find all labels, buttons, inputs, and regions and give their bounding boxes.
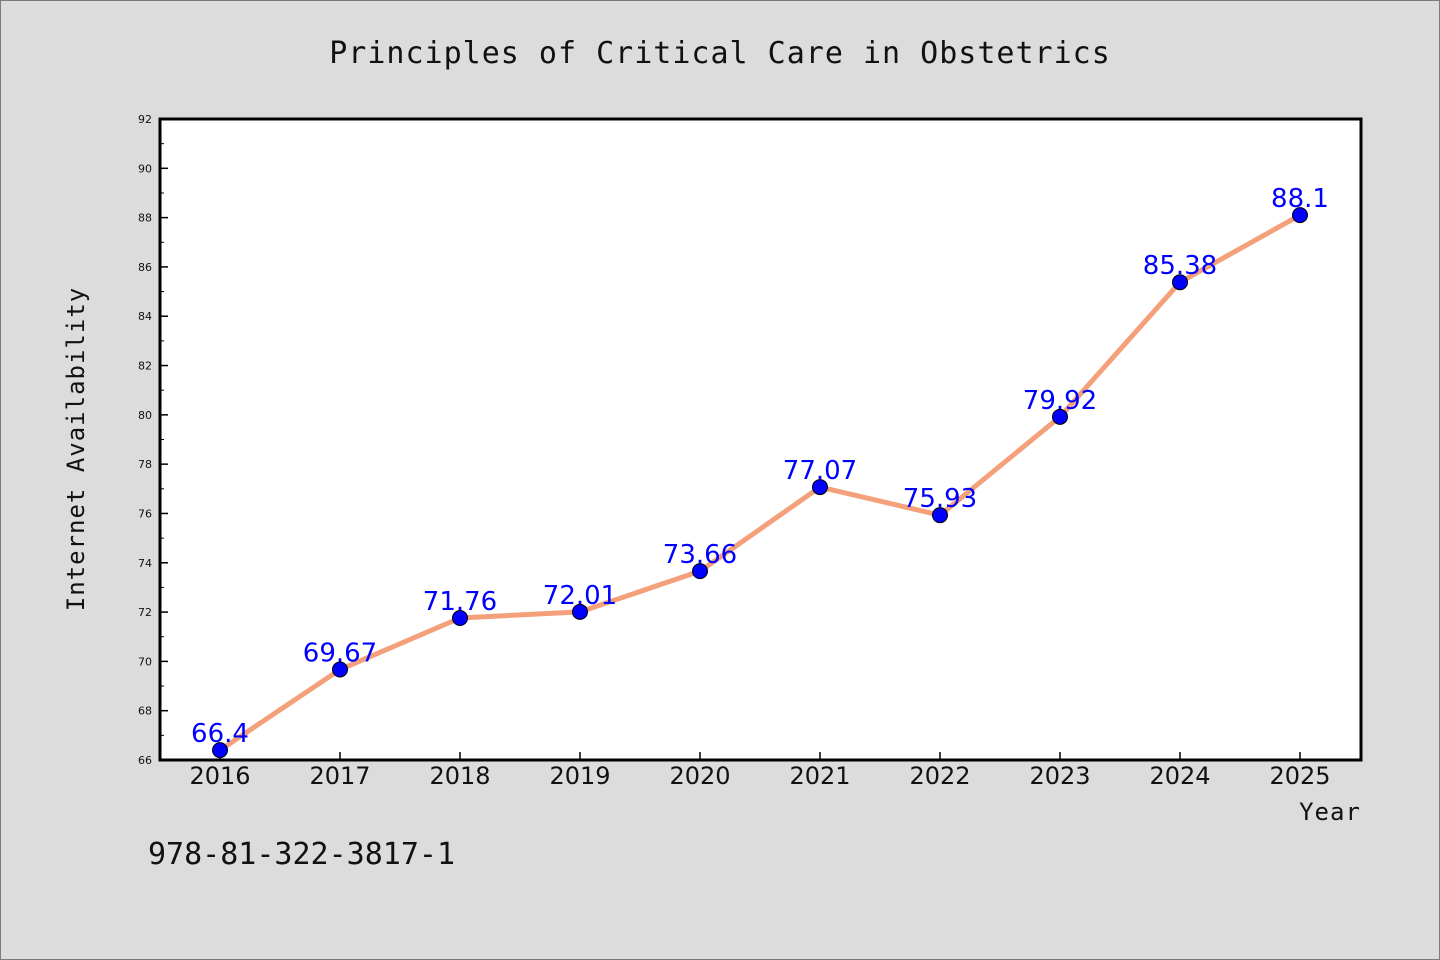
y-tick-label: 68 — [138, 705, 152, 718]
y-axis: 66 68 70 72 74 76 78 80 82 84 86 88 90 92 — [138, 113, 168, 767]
x-axis: 2016 2017 2018 2019 2020 2021 2022 2023 2024 2025 — [189, 752, 1331, 790]
x-tick-label: 2018 — [429, 762, 490, 790]
y-tick-label: 72 — [138, 606, 152, 619]
data-point — [452, 609, 468, 626]
x-tick-label: 2023 — [1029, 762, 1090, 790]
series-markers — [212, 207, 1308, 759]
series-line — [218, 212, 1302, 753]
y-tick-label: 92 — [138, 113, 152, 126]
data-label: 72.01 — [543, 581, 617, 611]
y-tick-label: 70 — [138, 655, 152, 668]
plot-area — [158, 117, 1363, 762]
data-point — [692, 563, 708, 580]
y-tick-label: 80 — [138, 409, 152, 422]
data-label: 77.07 — [783, 456, 857, 486]
data-point — [932, 507, 948, 524]
y-tick-label: 66 — [138, 754, 152, 767]
data-point — [1052, 408, 1068, 425]
data-label: 79.92 — [1023, 386, 1097, 416]
data-point — [212, 742, 228, 759]
data-point — [1172, 274, 1188, 291]
data-point — [572, 603, 588, 620]
x-tick-label: 2022 — [909, 762, 970, 790]
data-label: 75.93 — [903, 484, 977, 514]
y-tick-label: 74 — [138, 557, 152, 570]
data-label: 73.66 — [663, 540, 737, 570]
chart-title: Principles of Critical Care in Obstetric… — [329, 36, 1111, 71]
x-tick-label: 2021 — [789, 762, 850, 790]
y-tick-label: 84 — [138, 310, 152, 323]
data-label: 71.76 — [423, 587, 497, 617]
data-labels: 66.4 69.67 71.76 72.01 73.66 77.07 75.93 79.92 8… — [191, 184, 1329, 749]
y-axis-title: Internet Availability — [62, 287, 90, 611]
data-label: 85.38 — [1143, 251, 1217, 281]
x-tick-label: 2016 — [189, 762, 250, 790]
y-tick-label: 82 — [138, 360, 152, 373]
data-point — [812, 479, 828, 496]
data-point — [1292, 207, 1308, 224]
data-label: 88.1 — [1271, 184, 1329, 214]
y-tick-label: 78 — [138, 458, 152, 471]
x-tick-label: 2020 — [669, 762, 730, 790]
y-tick-label: 76 — [138, 507, 152, 520]
x-tick-label: 2019 — [549, 762, 610, 790]
y-tick-label: 88 — [138, 212, 152, 225]
x-tick-label: 2025 — [1269, 762, 1330, 790]
y-tick-label: 86 — [138, 261, 152, 274]
isbn-footer: 978-81-322-3817-1 — [148, 837, 455, 872]
data-label: 69.67 — [303, 639, 377, 669]
x-tick-label: 2017 — [309, 762, 370, 790]
x-tick-label: 2024 — [1149, 762, 1210, 790]
data-label: 66.4 — [191, 719, 249, 749]
y-tick-label: 90 — [138, 162, 152, 175]
data-point — [332, 661, 348, 678]
x-axis-title: Year — [1299, 798, 1361, 826]
